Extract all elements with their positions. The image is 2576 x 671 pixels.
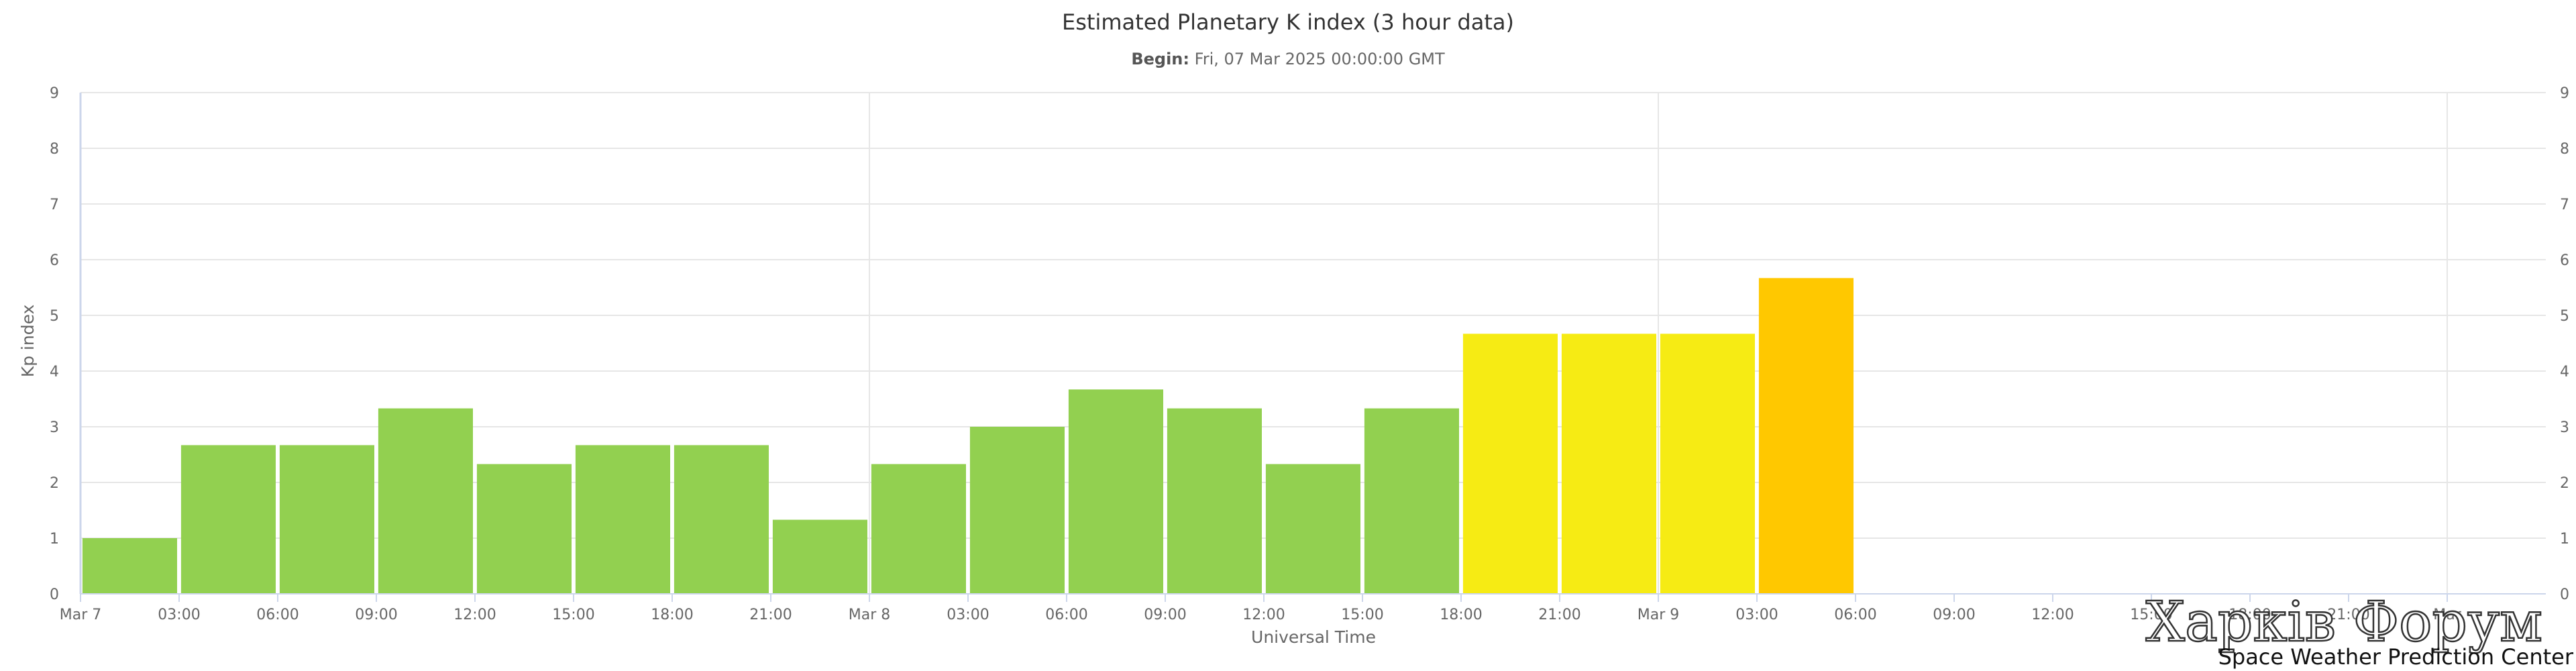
y-tick-label-right: 3 bbox=[2560, 419, 2569, 436]
x-tick-label: 09:00 bbox=[1144, 607, 1186, 623]
y-tick-label-right: 5 bbox=[2560, 308, 2569, 325]
bar bbox=[82, 538, 178, 594]
subtitle-value: Fri, 07 Mar 2025 00:00:00 GMT bbox=[1195, 50, 1445, 68]
bar bbox=[1758, 278, 1854, 594]
x-tick-label: 09:00 bbox=[355, 607, 397, 623]
bar bbox=[1462, 333, 1558, 594]
x-axis-labels: Mar 7 03:00 06:00 09:00 12:00 15:00 18:00 21:00… bbox=[60, 607, 2462, 623]
bar bbox=[772, 519, 867, 594]
y-axis-title: Kp index bbox=[18, 305, 38, 378]
x-tick-label: 21:00 bbox=[749, 607, 792, 623]
y-axis-left-labels: 0 1 2 3 4 5 6 7 8 9 bbox=[50, 85, 59, 603]
y-tick-label-right: 1 bbox=[2560, 531, 2569, 548]
bar bbox=[476, 464, 572, 594]
subtitle-label: Begin: bbox=[1131, 50, 1189, 68]
x-tick-label: 15:00 bbox=[2130, 607, 2172, 623]
bar bbox=[1068, 389, 1163, 594]
bar bbox=[1167, 408, 1262, 594]
bar bbox=[1265, 464, 1360, 594]
y-tick-label-right: 0 bbox=[2560, 586, 2569, 603]
x-tick-label: 15:00 bbox=[552, 607, 594, 623]
axes bbox=[79, 93, 2546, 602]
bar bbox=[279, 445, 374, 594]
y-tick-label-right: 2 bbox=[2560, 475, 2569, 492]
x-tick-label: 03:00 bbox=[158, 607, 200, 623]
x-tick-label: 06:00 bbox=[1834, 607, 1876, 623]
y-tick-label-left: 4 bbox=[50, 364, 59, 380]
watermark-logo: Харків Форум bbox=[2146, 590, 2542, 654]
bar bbox=[1660, 333, 1755, 594]
x-tick-label: 18:00 bbox=[2229, 607, 2271, 623]
y-tick-label-left: 8 bbox=[50, 141, 59, 158]
x-tick-label: Mar 9 bbox=[1638, 607, 1680, 623]
y-tick-label-left: 0 bbox=[50, 586, 59, 603]
y-tick-label-left: 3 bbox=[50, 419, 59, 436]
y-tick-label-right: 8 bbox=[2560, 141, 2569, 158]
x-tick-label: 09:00 bbox=[1933, 607, 1975, 623]
bar bbox=[180, 445, 276, 594]
bar bbox=[1364, 408, 1459, 594]
y-tick-label-left: 7 bbox=[50, 197, 59, 213]
bar bbox=[1561, 333, 1656, 594]
x-tick-label: 15:00 bbox=[1341, 607, 1383, 623]
x-tick-label: 03:00 bbox=[1735, 607, 1778, 623]
x-tick-label: 12:00 bbox=[453, 607, 496, 623]
x-tick-label: Mar 7 bbox=[60, 607, 102, 623]
bar bbox=[378, 408, 473, 594]
x-tick-label: 18:00 bbox=[651, 607, 693, 623]
x-tick-label: 06:00 bbox=[1045, 607, 1087, 623]
y-tick-label-left: 9 bbox=[50, 85, 59, 102]
y-tick-label-right: 4 bbox=[2560, 364, 2569, 380]
bar bbox=[674, 445, 769, 594]
x-tick-label: Mar bbox=[2433, 607, 2461, 623]
bar bbox=[969, 427, 1065, 594]
chart-subtitle: Begin: Fri, 07 Mar 2025 00:00:00 GMT bbox=[1131, 50, 1445, 68]
chart-title: Estimated Planetary K index (3 hour data… bbox=[1062, 9, 1514, 35]
y-axis-right-labels: 0 1 2 3 4 5 6 7 8 9 bbox=[2560, 85, 2569, 603]
y-tick-label-left: 2 bbox=[50, 475, 59, 492]
y-tick-label-left: 6 bbox=[50, 252, 59, 269]
bar bbox=[871, 464, 966, 594]
y-tick-label-right: 6 bbox=[2560, 252, 2569, 269]
y-tick-label-left: 1 bbox=[50, 531, 59, 548]
credit-text: Space Weather Prediction Center bbox=[2218, 644, 2574, 670]
x-axis-title: Universal Time bbox=[1251, 627, 1376, 647]
x-tick-label: 03:00 bbox=[947, 607, 989, 623]
x-tick-label: Mar 8 bbox=[849, 607, 891, 623]
bar bbox=[575, 445, 670, 594]
x-tick-label: 06:00 bbox=[256, 607, 299, 623]
bars bbox=[82, 278, 1854, 594]
y-tick-label-right: 7 bbox=[2560, 197, 2569, 213]
x-tick-label: 12:00 bbox=[2031, 607, 2074, 623]
x-tick-label: 21:00 bbox=[1538, 607, 1580, 623]
x-tick-label: 21:00 bbox=[2327, 607, 2369, 623]
y-tick-label-left: 5 bbox=[50, 308, 59, 325]
x-tick-label: 18:00 bbox=[1440, 607, 1482, 623]
x-tick-label: 12:00 bbox=[1242, 607, 1285, 623]
y-tick-label-right: 9 bbox=[2560, 85, 2569, 102]
